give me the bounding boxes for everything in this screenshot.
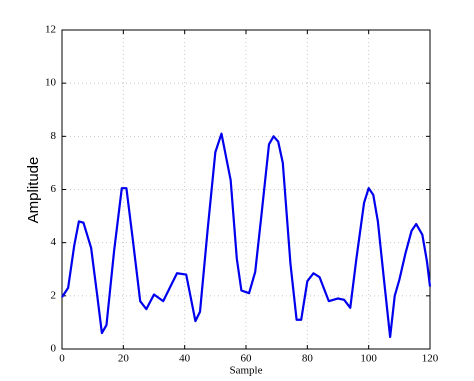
y-tick-label: 8 bbox=[51, 130, 57, 142]
x-axis-label: Sample bbox=[230, 365, 263, 377]
x-tick-label: 40 bbox=[179, 353, 191, 365]
x-tick-label: 20 bbox=[118, 353, 130, 365]
x-tick-label: 100 bbox=[360, 353, 377, 365]
plot-frame bbox=[61, 29, 431, 350]
y-tick-label: 2 bbox=[51, 289, 57, 301]
y-tick-label: 12 bbox=[45, 24, 56, 36]
y-tick-label: 10 bbox=[45, 77, 57, 89]
x-tick-label: 0 bbox=[59, 353, 65, 365]
y-axis-label: Amplitude bbox=[25, 157, 42, 224]
data-line bbox=[61, 132, 432, 339]
x-tick-label: 60 bbox=[241, 353, 253, 365]
x-tick-label: 80 bbox=[302, 353, 314, 365]
y-tick-label: 6 bbox=[51, 183, 57, 195]
y-tick-label: 0 bbox=[51, 343, 57, 355]
x-tick-label: 120 bbox=[422, 353, 439, 365]
y-tick-label: 4 bbox=[51, 236, 57, 248]
